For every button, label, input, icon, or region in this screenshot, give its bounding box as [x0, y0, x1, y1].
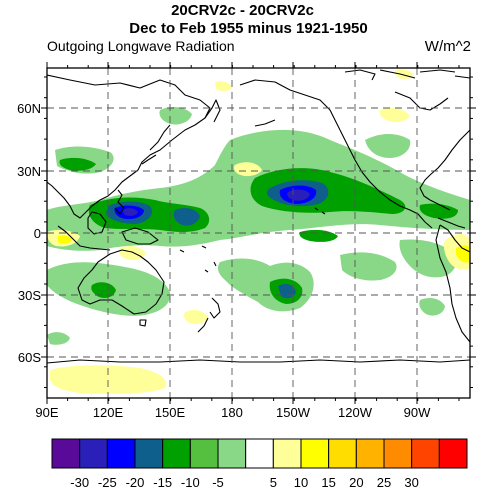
anomaly-shading	[47, 69, 470, 394]
colorbar-label: -20	[126, 475, 145, 490]
lon-label-90e: 90E	[35, 405, 58, 420]
lat-label-30n: 30N	[17, 164, 41, 179]
colorbar-box	[355, 438, 385, 469]
title-line-2: Dec to Feb 1955 minus 1921-1950	[129, 20, 368, 37]
colorbar-label: -30	[70, 475, 89, 490]
lon-label-150w: 150W	[276, 405, 311, 420]
colorbar-box	[300, 438, 330, 469]
coastlines	[47, 69, 470, 364]
colorbar-box	[383, 438, 413, 469]
title-line-1: 20CRV2c - 20CRV2c	[171, 2, 314, 19]
lon-label-180: 180	[221, 405, 243, 420]
lat-label-60n: 60N	[17, 101, 41, 116]
lon-labels: 90E 120E 150E 180 150W 120W 90W	[35, 405, 431, 420]
colorbar-box	[189, 438, 219, 469]
colorbar-label: 25	[377, 475, 391, 490]
lon-label-150e: 150E	[155, 405, 186, 420]
colorbar-box	[51, 438, 81, 469]
colorbar-box	[162, 438, 191, 469]
colorbar-label: 5	[270, 475, 277, 490]
colorbar-box	[438, 438, 468, 469]
colorbar-label: 30	[404, 475, 418, 490]
lon-label-90w: 90W	[404, 405, 431, 420]
colorbar-label: -25	[98, 475, 117, 490]
lat-label-eq: 0	[34, 226, 41, 241]
colorbar-labels: -30 -25 -20 -15 -10 -5 5 10 15 20 25 30	[70, 475, 419, 490]
shading-yellow	[58, 235, 470, 263]
axis-ticks	[41, 62, 476, 404]
colorbar-box	[245, 438, 274, 469]
lon-label-120e: 120E	[93, 405, 124, 420]
colorbar-box	[106, 438, 136, 469]
units-subtitle: W/m^2	[424, 38, 471, 55]
colorbar-box	[328, 438, 357, 469]
colorbar-box	[217, 438, 247, 469]
lon-label-120w: 120W	[338, 405, 373, 420]
colorbar	[51, 438, 468, 469]
colorbar-label: -5	[212, 475, 224, 490]
lat-labels: 60N 30N 0 30S 60S	[17, 101, 41, 365]
colorbar-label: -10	[181, 475, 200, 490]
colorbar-box	[272, 438, 302, 469]
lat-label-60s: 60S	[18, 350, 41, 365]
colorbar-box	[134, 438, 164, 469]
shading-light-yellow	[47, 69, 470, 394]
lat-label-30s: 30S	[18, 288, 41, 303]
colorbar-box	[79, 438, 108, 469]
colorbar-label: -15	[153, 475, 172, 490]
shading-teal	[106, 180, 329, 299]
variable-subtitle: Outgoing Longwave Radiation	[47, 38, 235, 54]
colorbar-label: 10	[294, 475, 308, 490]
gridlines	[47, 68, 470, 398]
colorbar-label: 15	[321, 475, 335, 490]
colorbar-box	[411, 438, 440, 469]
colorbar-label: 20	[349, 475, 363, 490]
